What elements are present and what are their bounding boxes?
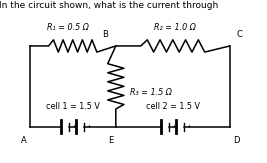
Text: C: C xyxy=(236,30,242,39)
Text: R₁ = 0.5 Ω: R₁ = 0.5 Ω xyxy=(47,23,89,32)
Text: +: + xyxy=(71,124,76,129)
Text: A: A xyxy=(21,136,26,145)
Text: +: + xyxy=(86,124,91,129)
Text: In the circuit shown, what is the current through: In the circuit shown, what is the curren… xyxy=(0,1,219,10)
Text: B: B xyxy=(102,30,108,39)
Text: D: D xyxy=(233,136,239,145)
Text: cell 2 = 1.5 V: cell 2 = 1.5 V xyxy=(146,102,200,111)
Text: E: E xyxy=(108,136,113,145)
Text: +: + xyxy=(186,124,191,129)
Text: R₃ = 1.5 Ω: R₃ = 1.5 Ω xyxy=(130,88,172,97)
Text: +: + xyxy=(171,124,176,129)
Text: R₂ = 1.0 Ω: R₂ = 1.0 Ω xyxy=(154,23,196,32)
Text: cell 1 = 1.5 V: cell 1 = 1.5 V xyxy=(46,102,100,111)
